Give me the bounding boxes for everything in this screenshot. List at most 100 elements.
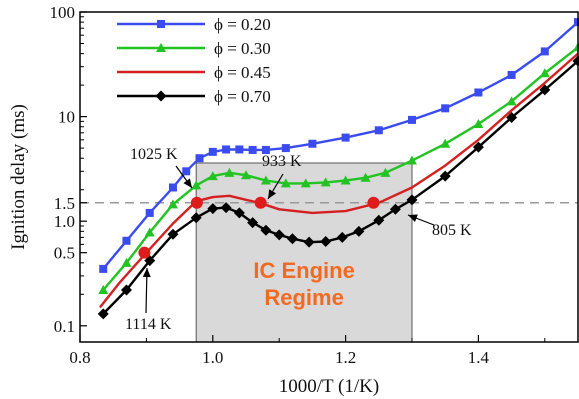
series-point-3-3 bbox=[167, 228, 179, 240]
annotation-arrowhead-2 bbox=[268, 189, 277, 199]
y-tick-label-2: 1.0 bbox=[54, 212, 75, 231]
series-point-1-0 bbox=[98, 284, 109, 294]
series-point-0-13 bbox=[341, 133, 350, 142]
series-point-0-17 bbox=[474, 88, 483, 97]
series-point-1-18 bbox=[506, 96, 517, 106]
series-point-3-18 bbox=[406, 194, 418, 206]
series-point-3-15 bbox=[353, 225, 365, 237]
x-tick-label-2: 1.2 bbox=[335, 348, 356, 367]
series-point-0-12 bbox=[308, 139, 317, 148]
series-point-1-8 bbox=[260, 175, 271, 185]
series-point-3-6 bbox=[220, 202, 232, 214]
highlight-point-1 bbox=[190, 196, 203, 209]
series-point-3-19 bbox=[439, 170, 451, 182]
series-point-1-6 bbox=[224, 167, 235, 177]
series-point-0-7 bbox=[222, 145, 231, 154]
series-0 bbox=[99, 18, 579, 273]
legend-marker-3 bbox=[155, 90, 167, 102]
legend-label-3: ϕ = 0.70 bbox=[214, 87, 271, 106]
annotation-arrowhead-3 bbox=[408, 214, 418, 222]
y-tick-label-0: 0.1 bbox=[54, 317, 75, 336]
series-point-1-2 bbox=[144, 227, 155, 237]
series-point-0-3 bbox=[168, 183, 177, 192]
regime-label-line1: IC Engine bbox=[253, 258, 354, 283]
series-point-3-2 bbox=[144, 255, 156, 267]
series-point-1-15 bbox=[407, 155, 417, 165]
series-point-0-2 bbox=[145, 208, 154, 217]
series-point-0-4 bbox=[182, 167, 191, 176]
series-point-0-8 bbox=[235, 145, 244, 154]
y-axis-title: Ignition delay (ms) bbox=[8, 104, 29, 250]
series-point-3-10 bbox=[273, 229, 285, 241]
series-point-3-13 bbox=[320, 235, 332, 247]
series-3 bbox=[97, 55, 579, 320]
annotation-layer: 1025 K 933 K 805 K 1114 K bbox=[125, 146, 472, 333]
series-point-3-22 bbox=[539, 84, 551, 96]
series-point-3-11 bbox=[286, 233, 298, 245]
x-tick-label-3: 1.4 bbox=[468, 348, 490, 367]
highlight-point-2 bbox=[254, 196, 267, 209]
legend-label-1: ϕ = 0.30 bbox=[214, 39, 271, 58]
legend: ϕ = 0.20 ϕ = 0.30 ϕ = 0.45 ϕ = 0.70 bbox=[117, 15, 271, 106]
series-point-1-9 bbox=[280, 178, 291, 188]
series-point-0-14 bbox=[374, 126, 383, 135]
series-point-1-5 bbox=[207, 171, 218, 181]
annotation-arrowhead-1 bbox=[183, 178, 192, 188]
series-point-0-20 bbox=[574, 18, 579, 27]
y-tick-label-5: 100 bbox=[50, 3, 76, 22]
x-tick-label-1: 1.0 bbox=[202, 348, 223, 367]
annotation-label-2: 933 K bbox=[262, 153, 302, 170]
legend-marker-0 bbox=[157, 20, 165, 28]
highlight-layer bbox=[138, 196, 380, 259]
regime-box bbox=[195, 162, 413, 343]
series-point-3-5 bbox=[207, 203, 219, 215]
series-point-0-16 bbox=[441, 104, 450, 113]
series-point-0-0 bbox=[99, 264, 108, 273]
series-line-2 bbox=[98, 52, 579, 309]
series-point-1-4 bbox=[191, 180, 202, 190]
series-point-1-19 bbox=[539, 68, 550, 78]
series-point-1-10 bbox=[300, 178, 311, 188]
legend-label-0: ϕ = 0.20 bbox=[214, 15, 271, 34]
y-tick-label-3: 1.5 bbox=[54, 194, 75, 213]
series-point-3-17 bbox=[389, 203, 401, 215]
x-axis-title: 1000/T (1/K) bbox=[279, 376, 379, 397]
series-point-3-7 bbox=[233, 207, 245, 219]
series-point-3-0 bbox=[97, 308, 109, 320]
series-point-1-1 bbox=[121, 257, 132, 267]
series-point-3-14 bbox=[336, 231, 348, 243]
series-point-0-6 bbox=[208, 147, 217, 156]
series-point-0-19 bbox=[540, 47, 549, 56]
series-point-0-15 bbox=[408, 115, 416, 124]
series-point-3-4 bbox=[190, 212, 202, 224]
series-point-3-1 bbox=[120, 284, 132, 296]
series-1 bbox=[98, 42, 579, 294]
regime-label-line2: Regime bbox=[264, 285, 343, 310]
annotation-label-1: 1025 K bbox=[130, 146, 178, 163]
series-point-1-17 bbox=[473, 118, 484, 128]
series-point-3-20 bbox=[472, 141, 484, 153]
series-point-3-9 bbox=[260, 224, 272, 236]
series-point-0-1 bbox=[122, 236, 131, 245]
legend-label-2: ϕ = 0.45 bbox=[214, 63, 271, 82]
annotation-arrowhead-0 bbox=[142, 268, 151, 278]
highlight-point-0 bbox=[138, 246, 151, 259]
legend-marker-1 bbox=[156, 43, 166, 52]
highlight-point-3 bbox=[367, 196, 380, 209]
series-point-3-16 bbox=[373, 214, 385, 226]
annotation-label-3: 805 K bbox=[432, 222, 472, 239]
series-point-0-11 bbox=[281, 144, 290, 153]
series-point-0-9 bbox=[248, 145, 257, 154]
series-point-1-11 bbox=[320, 177, 331, 187]
y-tick-label-1: 0.5 bbox=[54, 244, 75, 263]
series-point-1-13 bbox=[360, 172, 371, 182]
series-point-3-12 bbox=[303, 236, 315, 248]
series-point-0-5 bbox=[195, 154, 204, 163]
series-point-3-8 bbox=[247, 217, 259, 229]
y-tick-label-4: 10 bbox=[58, 108, 75, 127]
series-line-3 bbox=[102, 60, 579, 315]
annotation-label-0: 1114 K bbox=[125, 316, 172, 333]
